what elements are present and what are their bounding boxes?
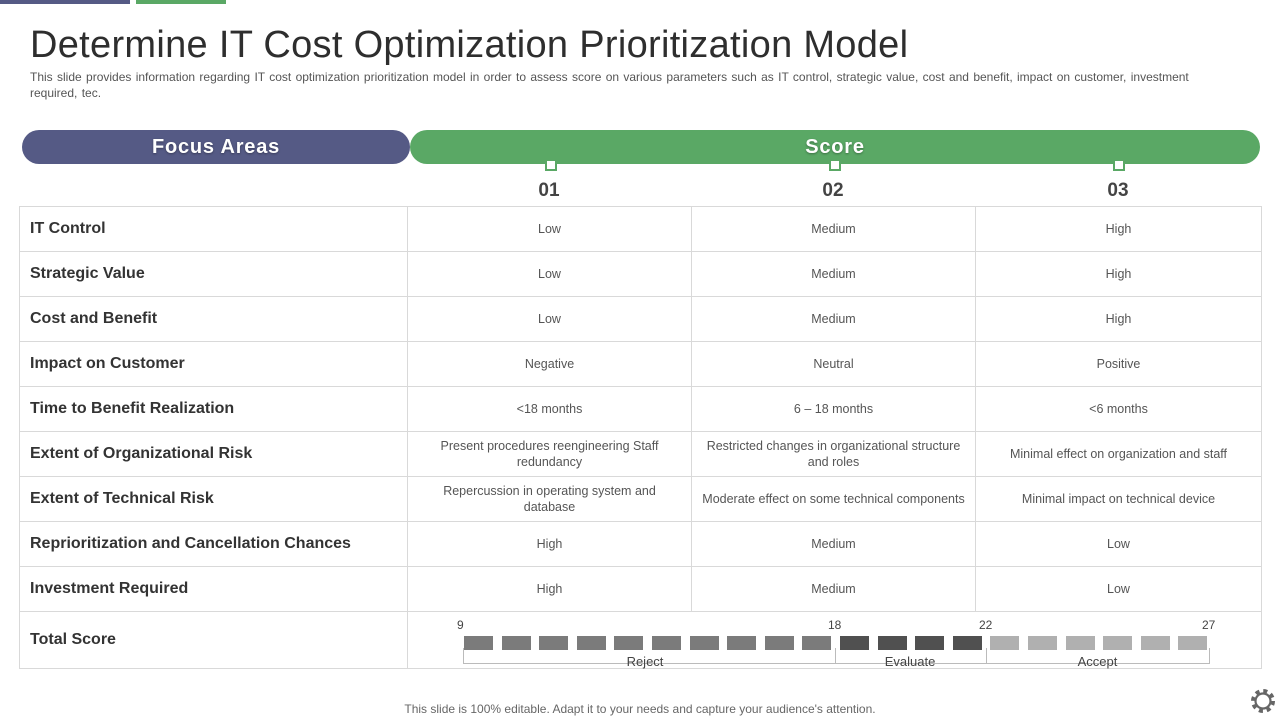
scale-tick: 18 — [828, 618, 842, 632]
score-block-accept — [1028, 636, 1057, 650]
score-cell: Minimal effect on organization and staff — [975, 431, 1262, 477]
score-cell: <6 months — [975, 386, 1262, 432]
scale-tick: 27 — [1202, 618, 1216, 632]
score-block-reject — [689, 636, 719, 650]
score-cell: High — [407, 566, 692, 612]
score-cell: Neutral — [691, 341, 976, 387]
scoring-table: IT Control Low Medium High Strategic Val… — [19, 206, 1262, 669]
table-row: Extent of Organizational Risk Present pr… — [19, 431, 1262, 477]
score-block-accept — [1065, 636, 1095, 650]
score-cell: High — [975, 296, 1262, 342]
segment-label-accept: Accept — [1077, 654, 1118, 669]
column-marker — [1113, 159, 1125, 171]
score-block-accept — [990, 636, 1020, 650]
top-accent-bar-purple — [0, 0, 130, 4]
column-number: 02 — [822, 180, 844, 201]
score-block-reject — [614, 636, 644, 650]
table-row: Reprioritization and Cancellation Chance… — [19, 521, 1262, 567]
scale-divider — [835, 648, 836, 664]
score-block-reject — [576, 636, 606, 650]
scale-divider — [1209, 648, 1210, 664]
scale-tick: 9 — [457, 618, 464, 632]
score-block-reject — [501, 636, 531, 650]
score-block-reject — [464, 636, 493, 650]
focus-area-label: Impact on Customer — [19, 341, 408, 387]
focus-area-label: Strategic Value — [19, 251, 408, 297]
focus-area-label: Cost and Benefit — [19, 296, 408, 342]
score-cell: Medium — [691, 206, 976, 252]
score-cell: 6 – 18 months — [691, 386, 976, 432]
page-title: Determine IT Cost Optimization Prioritiz… — [30, 24, 909, 66]
focus-area-label: Extent of Organizational Risk — [19, 431, 408, 477]
score-block-reject — [802, 636, 832, 650]
score-cell: Medium — [691, 521, 976, 567]
column-marker — [545, 159, 557, 171]
focus-area-label: IT Control — [19, 206, 408, 252]
score-cell: Low — [975, 566, 1262, 612]
total-score-scale: 9 18 22 27 Reject Evaluate Accept — [455, 618, 1235, 674]
score-cell: High — [407, 521, 692, 567]
score-cell: High — [975, 251, 1262, 297]
focus-area-label: Extent of Technical Risk — [19, 476, 408, 522]
table-row: Extent of Technical Risk Repercussion in… — [19, 476, 1262, 522]
footer-note: This slide is 100% editable. Adapt it to… — [404, 702, 876, 716]
score-block-evaluate — [877, 636, 907, 650]
scale-tick: 22 — [979, 618, 993, 632]
scale-baseline — [463, 663, 1209, 664]
score-block-reject — [652, 636, 681, 650]
score-cell: Restricted changes in organizational str… — [691, 431, 976, 477]
page-subtitle: This slide provides information regardin… — [30, 70, 1189, 100]
scale-divider — [463, 648, 464, 664]
score-block-accept — [1178, 636, 1208, 650]
focus-area-label: Investment Required — [19, 566, 408, 612]
focus-area-label: Reprioritization and Cancellation Chance… — [19, 521, 408, 567]
score-cell: Medium — [691, 566, 976, 612]
score-block-accept — [1103, 636, 1133, 650]
score-cell: Low — [975, 521, 1262, 567]
score-cell: Low — [407, 206, 692, 252]
score-cell: Negative — [407, 341, 692, 387]
score-cell: Medium — [691, 296, 976, 342]
score-cell: Minimal impact on technical device — [975, 476, 1262, 522]
score-cell: Repercussion in operating system and dat… — [407, 476, 692, 522]
table-row: IT Control Low Medium High — [19, 206, 1262, 252]
focus-area-label: Time to Benefit Realization — [19, 386, 408, 432]
gear-icon — [1251, 689, 1275, 713]
score-block-reject — [539, 636, 569, 650]
score-block-reject — [727, 636, 757, 650]
score-cell: Medium — [691, 251, 976, 297]
score-cell: Positive — [975, 341, 1262, 387]
table-row: Time to Benefit Realization <18 months 6… — [19, 386, 1262, 432]
segment-label-reject: Reject — [626, 654, 664, 669]
score-block-accept — [1140, 636, 1170, 650]
column-number: 01 — [538, 180, 560, 201]
table-row: Investment Required High Medium Low — [19, 566, 1262, 612]
score-cell: High — [975, 206, 1262, 252]
score-cell: Low — [407, 251, 692, 297]
segment-label-evaluate: Evaluate — [884, 654, 936, 669]
score-block-evaluate — [952, 636, 982, 650]
table-row: Strategic Value Low Medium High — [19, 251, 1262, 297]
score-cell: Present procedures reengineering Staff r… — [407, 431, 692, 477]
score-cell: Low — [407, 296, 692, 342]
table-row: Cost and Benefit Low Medium High — [19, 296, 1262, 342]
table-row: Impact on Customer Negative Neutral Posi… — [19, 341, 1262, 387]
focus-areas-header: Focus Areas — [22, 130, 410, 164]
score-block-evaluate — [840, 636, 869, 650]
column-marker — [829, 159, 841, 171]
score-block-evaluate — [915, 636, 945, 650]
score-cell: <18 months — [407, 386, 692, 432]
column-number: 03 — [1107, 180, 1129, 201]
total-score-label: Total Score — [19, 611, 408, 669]
score-block-reject — [764, 636, 794, 650]
top-accent-bar-green — [136, 0, 226, 4]
score-cell: Moderate effect on some technical compon… — [691, 476, 976, 522]
scale-divider — [986, 648, 987, 664]
score-header: Score — [410, 130, 1260, 164]
